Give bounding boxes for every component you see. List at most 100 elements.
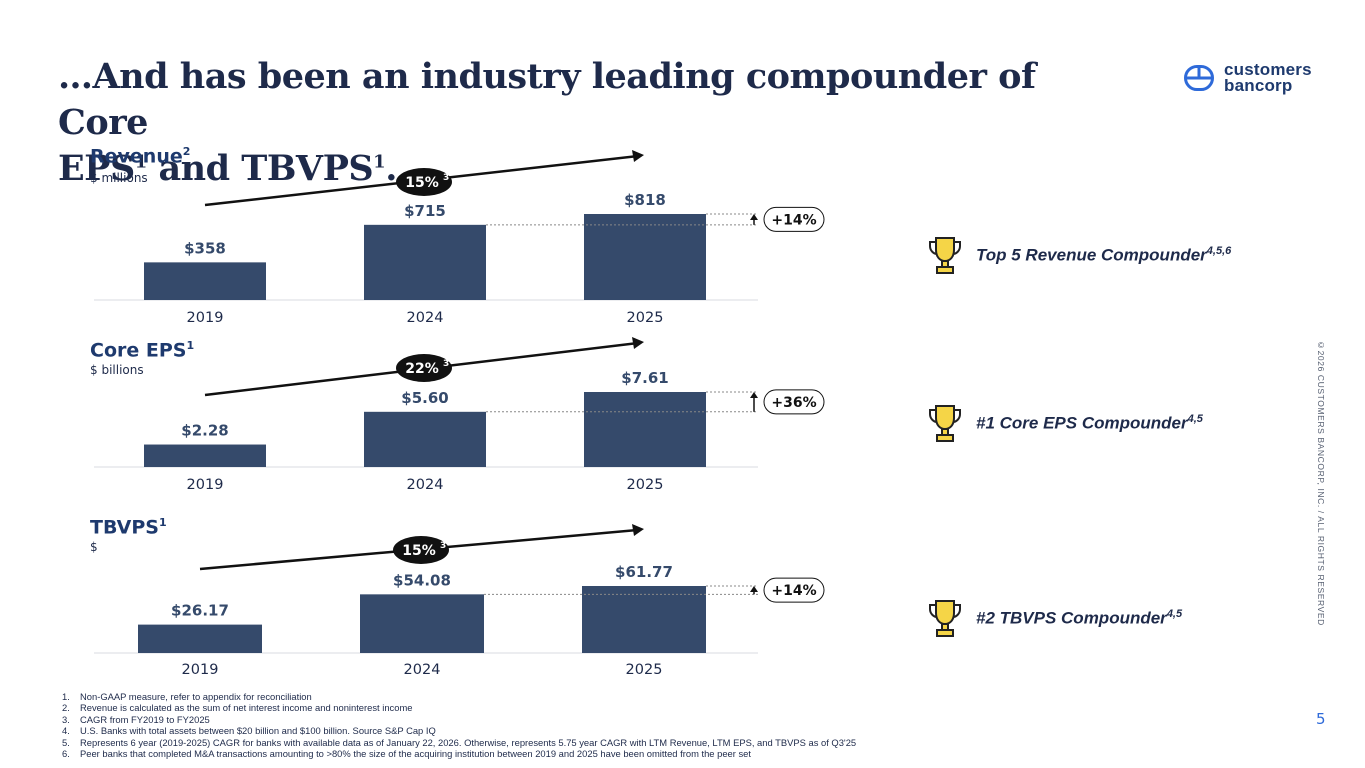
cagr-label: 22% — [405, 361, 439, 377]
cagr-sup: 3 — [443, 173, 449, 183]
change-label: +14% — [771, 212, 816, 228]
core-eps-chart-title: Core EPS1 — [90, 339, 194, 361]
bar — [144, 262, 266, 300]
x-tick-label: 2025 — [626, 662, 663, 678]
award-core-eps-label: #1 Core EPS Compounder4,5 — [976, 413, 1203, 434]
award-revenue-text: Top 5 Revenue Compounder — [976, 245, 1207, 265]
bar — [138, 624, 262, 653]
award-tbvps-label: #2 TBVPS Compounder4,5 — [976, 608, 1182, 629]
page-title: …And has been an industry leading compou… — [58, 54, 1038, 192]
footnote-text: U.S. Banks with total assets between $20… — [80, 725, 436, 737]
footnote-number: 6. — [62, 748, 70, 760]
core-eps-unit: $ billions — [90, 363, 144, 377]
company-logo: customers bancorp — [1184, 60, 1312, 95]
award-core-eps-text: #1 Core EPS Compounder — [976, 413, 1188, 433]
award-tbvps-text: #2 TBVPS Compounder — [976, 608, 1167, 628]
change-badge — [763, 577, 825, 603]
trophy-icon — [929, 600, 961, 637]
award-revenue-label: Top 5 Revenue Compounder4,5,6 — [976, 245, 1231, 266]
title-sup-2: 1 — [373, 151, 386, 173]
title-tbvps: and TBVPS — [146, 148, 374, 189]
change-badge — [763, 389, 825, 415]
data-label: $2.28 — [181, 422, 228, 440]
footnote-text: CAGR from FY2019 to FY2025 — [80, 713, 210, 725]
change-arrow-head — [750, 586, 758, 592]
revenue-chart: $358 2019 $715 2024 $818 2025 +14% 15% 3 — [86, 145, 846, 330]
x-tick-label: 2024 — [404, 662, 441, 678]
bar — [360, 594, 484, 653]
x-tick-label: 2024 — [407, 477, 444, 493]
bar — [584, 392, 706, 467]
award-core-eps: #1 Core EPS Compounder4,5 — [926, 402, 1203, 444]
footnote: 5. Represents 6 year (2019-2025) CAGR for… — [62, 737, 856, 748]
change-label: +36% — [771, 395, 816, 411]
tbvps-title-text: TBVPS — [90, 516, 159, 539]
core-eps-title-sup: 1 — [186, 339, 195, 352]
trend-arrow-head — [632, 337, 644, 349]
footnote-number: 2. — [62, 702, 70, 714]
footnote-number: 4. — [62, 725, 70, 737]
core-eps-chart: $2.28 2019 $5.60 2024 $7.61 2025 +36% 22% 3 — [86, 330, 846, 500]
page-number: 5 — [1316, 710, 1326, 728]
change-label: +14% — [771, 583, 816, 599]
data-label: $358 — [184, 239, 226, 257]
logo-line1: customers — [1224, 60, 1312, 79]
data-label: $818 — [624, 191, 666, 209]
footnote: 2. Revenue is calculated as the sum of ne… — [62, 702, 856, 713]
logo-line2: bancorp — [1224, 76, 1293, 95]
footnote: 4. U.S. Banks with total assets between $… — [62, 725, 856, 736]
title-sup-1: 1 — [134, 151, 148, 173]
revenue-title-text: Revenue — [90, 145, 183, 168]
data-label: $26.17 — [171, 602, 229, 620]
footnote-text: Represents 6 year (2019-2025) CAGR for b… — [80, 736, 857, 748]
footnote-number: 5. — [62, 736, 70, 748]
data-label: $715 — [404, 202, 446, 220]
x-tick-label: 2024 — [407, 310, 444, 326]
x-tick-label: 2025 — [627, 477, 664, 493]
cagr-sup: 3 — [443, 359, 449, 369]
revenue-title-sup: 2 — [182, 145, 191, 158]
footnote: 1. Non-GAAP measure, refer to appendix fo… — [62, 691, 856, 702]
footnote: 3. CAGR from FY2019 to FY2025 — [62, 714, 856, 725]
x-tick-label: 2019 — [187, 310, 224, 326]
trend-arrow-head — [632, 524, 644, 536]
award-tbvps-sup: 4,5 — [1166, 607, 1183, 620]
core-eps-title-text: Core EPS — [90, 339, 187, 362]
core-eps-chart-svg: $2.28 2019 $5.60 2024 $7.61 2025 +36% 22% 3 — [94, 337, 825, 493]
tbvps-unit: $ — [90, 540, 98, 554]
footnote: 6. Peer banks that completed M&A transact… — [62, 748, 856, 759]
customers-bancorp-logo-icon — [1184, 65, 1214, 91]
footnote-text: Non-GAAP measure, refer to appendix for … — [80, 691, 312, 702]
award-revenue: Top 5 Revenue Compounder4,5,6 — [926, 234, 1231, 276]
change-arrow-head — [750, 392, 758, 398]
cagr-badge — [396, 168, 452, 196]
footnotes: 1. Non-GAAP measure, refer to appendix fo… — [62, 691, 856, 759]
award-tbvps: #2 TBVPS Compounder4,5 — [926, 597, 1182, 639]
award-core-eps-sup: 4,5 — [1187, 412, 1203, 425]
footnote-text: Peer banks that completed M&A transactio… — [80, 748, 751, 760]
footnote-text: Revenue is calculated as the sum of net … — [80, 702, 413, 714]
cagr-sup: 3 — [440, 541, 446, 551]
data-label: $7.61 — [621, 369, 668, 387]
change-badge — [763, 206, 825, 232]
trophy-icon — [929, 237, 961, 274]
tbvps-chart-svg: $26.17 2019 $54.08 2024 $61.77 2025 +14% 15% 3 — [94, 524, 825, 678]
bar — [584, 214, 706, 300]
cagr-badge — [393, 536, 449, 564]
x-tick-label: 2025 — [627, 310, 664, 326]
bar — [144, 444, 266, 467]
x-tick-label: 2019 — [182, 662, 219, 678]
change-arrow-head — [750, 214, 758, 220]
revenue-unit: $ millions — [90, 171, 148, 185]
title-eps: EPS — [58, 148, 135, 189]
trend-arrow-head — [632, 150, 644, 162]
x-tick-label: 2019 — [187, 477, 224, 493]
bar — [582, 586, 706, 653]
data-label: $54.08 — [393, 571, 451, 589]
cagr-badge — [396, 354, 452, 382]
tbvps-title-sup: 1 — [159, 516, 167, 529]
data-label: $61.77 — [615, 563, 673, 581]
title-line1: …And has been an industry leading compou… — [58, 56, 1036, 143]
bar — [364, 224, 486, 300]
tbvps-chart: $26.17 2019 $54.08 2024 $61.77 2025 +14% 15% 3 — [86, 510, 846, 685]
